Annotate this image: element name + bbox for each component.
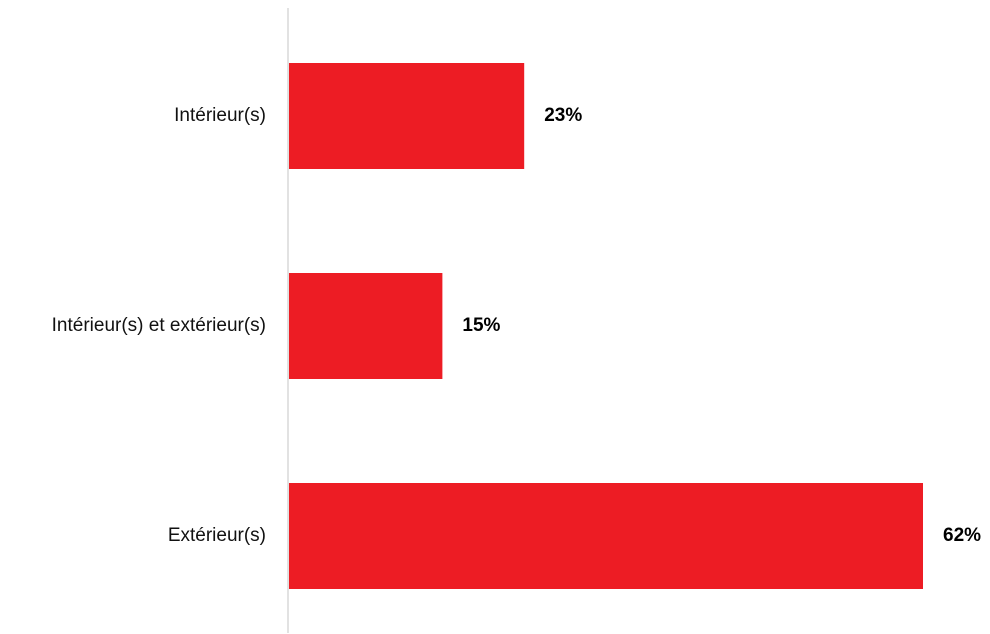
labels-layer: Intérieur(s) 23% Intérieur(s) et extérieur… — [52, 105, 981, 546]
bars-layer — [289, 63, 923, 589]
value-label-1: 15% — [462, 315, 500, 336]
value-label-2: 62% — [943, 525, 981, 546]
bar-2 — [289, 483, 923, 589]
category-label-0: Intérieur(s) — [174, 105, 266, 126]
value-label-0: 23% — [544, 105, 582, 126]
bar-0 — [289, 63, 525, 169]
category-label-1: Intérieur(s) et extérieur(s) — [52, 315, 266, 336]
bar-1 — [289, 273, 443, 379]
category-label-2: Extérieur(s) — [168, 525, 266, 546]
